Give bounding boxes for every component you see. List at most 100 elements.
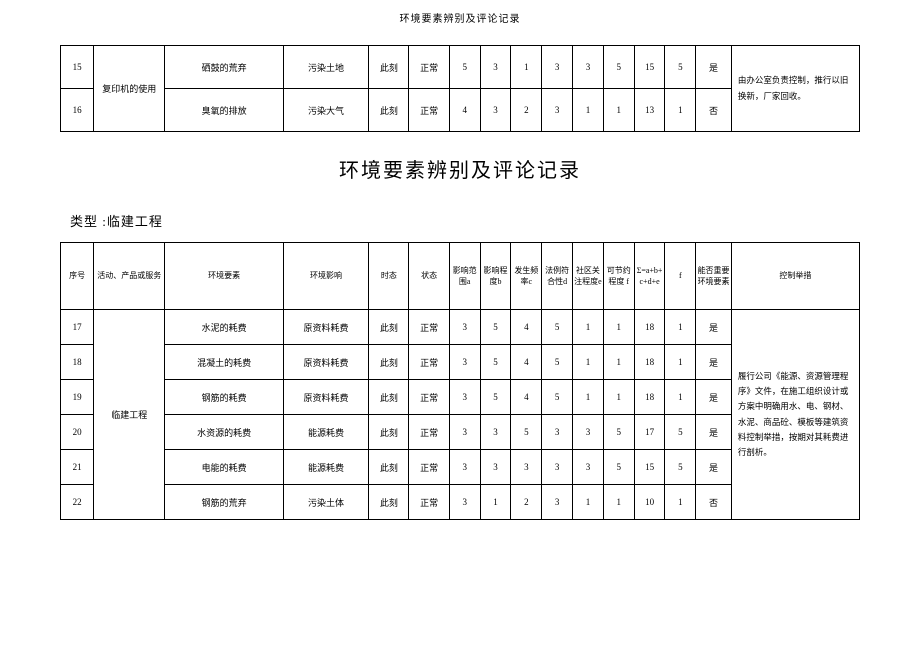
main-title: 环境要素辨别及评论记录 xyxy=(60,132,860,193)
cell-activity: 临建工程 xyxy=(94,310,165,520)
cell-e: 1 xyxy=(573,485,604,520)
cell-time: 此刻 xyxy=(369,345,409,380)
cell-env: 臭氧的排放 xyxy=(165,89,284,132)
cell-time: 此刻 xyxy=(369,415,409,450)
table-row: 15 复印机的使用 硒鼓的荒弃 污染土地 此刻 正常 5 3 1 3 3 5 1… xyxy=(61,46,860,89)
cell-control: 履行公司《能源、资源管理程序》文件，在施工组织设计或方案中明确用水、电、钢材、水… xyxy=(731,310,859,520)
col-header-yn: 能否重要环境要素 xyxy=(696,243,732,310)
col-header-c: 发生频率c xyxy=(511,243,542,310)
cell-a: 4 xyxy=(449,89,480,132)
cell-impact: 污染土体 xyxy=(283,485,368,520)
cell-f2: 1 xyxy=(665,310,696,345)
cell-state: 正常 xyxy=(409,345,449,380)
cell-impact: 能源耗费 xyxy=(283,415,368,450)
cell-e: 3 xyxy=(573,46,604,89)
cell-b: 3 xyxy=(480,450,511,485)
cell-a: 3 xyxy=(449,310,480,345)
cell-env: 硒鼓的荒弃 xyxy=(165,46,284,89)
cell-f1: 1 xyxy=(603,380,634,415)
cell-d: 5 xyxy=(542,380,573,415)
cell-env: 钢筋的耗费 xyxy=(165,380,284,415)
cell-a: 3 xyxy=(449,485,480,520)
page-header: 环境要素辨别及评论记录 xyxy=(60,0,860,45)
cell-state: 正常 xyxy=(409,380,449,415)
col-header-env: 环境要素 xyxy=(165,243,284,310)
cell-state: 正常 xyxy=(409,415,449,450)
cell-yn: 否 xyxy=(696,89,732,132)
cell-f1: 1 xyxy=(603,310,634,345)
cell-env: 钢筋的荒弃 xyxy=(165,485,284,520)
cell-c: 2 xyxy=(511,89,542,132)
col-header-no: 序号 xyxy=(61,243,94,310)
cell-a: 3 xyxy=(449,345,480,380)
cell-f1: 1 xyxy=(603,89,634,132)
top-table: 15 复印机的使用 硒鼓的荒弃 污染土地 此刻 正常 5 3 1 3 3 5 1… xyxy=(60,45,860,132)
cell-no: 15 xyxy=(61,46,94,89)
cell-yn: 是 xyxy=(696,310,732,345)
col-header-f1: 可节约程度 f xyxy=(603,243,634,310)
cell-no: 20 xyxy=(61,415,94,450)
col-header-d: 法例符合性d xyxy=(542,243,573,310)
cell-impact: 能源耗费 xyxy=(283,450,368,485)
cell-c: 2 xyxy=(511,485,542,520)
page-container: 环境要素辨别及评论记录 15 复印机的使用 硒鼓的荒弃 污染土地 此刻 正常 5… xyxy=(0,0,920,651)
cell-state: 正常 xyxy=(409,89,449,132)
col-header-e: 社区关注程度e xyxy=(573,243,604,310)
cell-sum: 15 xyxy=(634,450,665,485)
cell-e: 1 xyxy=(573,89,604,132)
cell-d: 3 xyxy=(542,450,573,485)
cell-time: 此刻 xyxy=(369,380,409,415)
cell-sum: 13 xyxy=(634,89,665,132)
cell-d: 3 xyxy=(542,415,573,450)
cell-f2: 1 xyxy=(665,485,696,520)
cell-sum: 15 xyxy=(634,46,665,89)
cell-f1: 1 xyxy=(603,485,634,520)
cell-yn: 是 xyxy=(696,46,732,89)
cell-impact: 原资料耗费 xyxy=(283,345,368,380)
cell-d: 3 xyxy=(542,485,573,520)
cell-no: 19 xyxy=(61,380,94,415)
cell-c: 3 xyxy=(511,450,542,485)
cell-env: 电能的耗费 xyxy=(165,450,284,485)
cell-f2: 1 xyxy=(665,380,696,415)
col-header-ctrl: 控制举措 xyxy=(731,243,859,310)
cell-a: 3 xyxy=(449,380,480,415)
cell-b: 5 xyxy=(480,345,511,380)
cell-sum: 18 xyxy=(634,310,665,345)
cell-env: 水资源的耗费 xyxy=(165,415,284,450)
cell-f2: 5 xyxy=(665,450,696,485)
cell-f1: 5 xyxy=(603,450,634,485)
cell-impact: 污染大气 xyxy=(283,89,368,132)
cell-state: 正常 xyxy=(409,450,449,485)
cell-f1: 1 xyxy=(603,345,634,380)
cell-d: 3 xyxy=(542,89,573,132)
cell-impact: 原资料耗费 xyxy=(283,380,368,415)
table-header-row: 序号 活动、产品或服务 环境要素 环境影响 时态 状态 影响范围a 影响程度b … xyxy=(61,243,860,310)
cell-yn: 是 xyxy=(696,415,732,450)
cell-f1: 5 xyxy=(603,415,634,450)
cell-state: 正常 xyxy=(409,46,449,89)
main-table: 序号 活动、产品或服务 环境要素 环境影响 时态 状态 影响范围a 影响程度b … xyxy=(60,242,860,520)
cell-control: 由办公室负责控制，推行以旧换新，厂家回收。 xyxy=(731,46,859,132)
cell-sum: 18 xyxy=(634,345,665,380)
cell-sum: 17 xyxy=(634,415,665,450)
cell-no: 18 xyxy=(61,345,94,380)
col-header-f2: f xyxy=(665,243,696,310)
cell-yn: 否 xyxy=(696,485,732,520)
cell-d: 5 xyxy=(542,345,573,380)
table-row: 17 临建工程 水泥的耗费 原资料耗费 此刻 正常 3 5 4 5 1 1 18… xyxy=(61,310,860,345)
cell-a: 3 xyxy=(449,415,480,450)
cell-c: 5 xyxy=(511,415,542,450)
cell-impact: 污染土地 xyxy=(283,46,368,89)
cell-yn: 是 xyxy=(696,380,732,415)
cell-c: 4 xyxy=(511,380,542,415)
cell-state: 正常 xyxy=(409,485,449,520)
cell-b: 5 xyxy=(480,310,511,345)
col-header-impact: 环境影响 xyxy=(283,243,368,310)
cell-yn: 是 xyxy=(696,345,732,380)
cell-a: 5 xyxy=(449,46,480,89)
cell-f1: 5 xyxy=(603,46,634,89)
cell-b: 1 xyxy=(480,485,511,520)
cell-b: 5 xyxy=(480,380,511,415)
cell-c: 4 xyxy=(511,310,542,345)
